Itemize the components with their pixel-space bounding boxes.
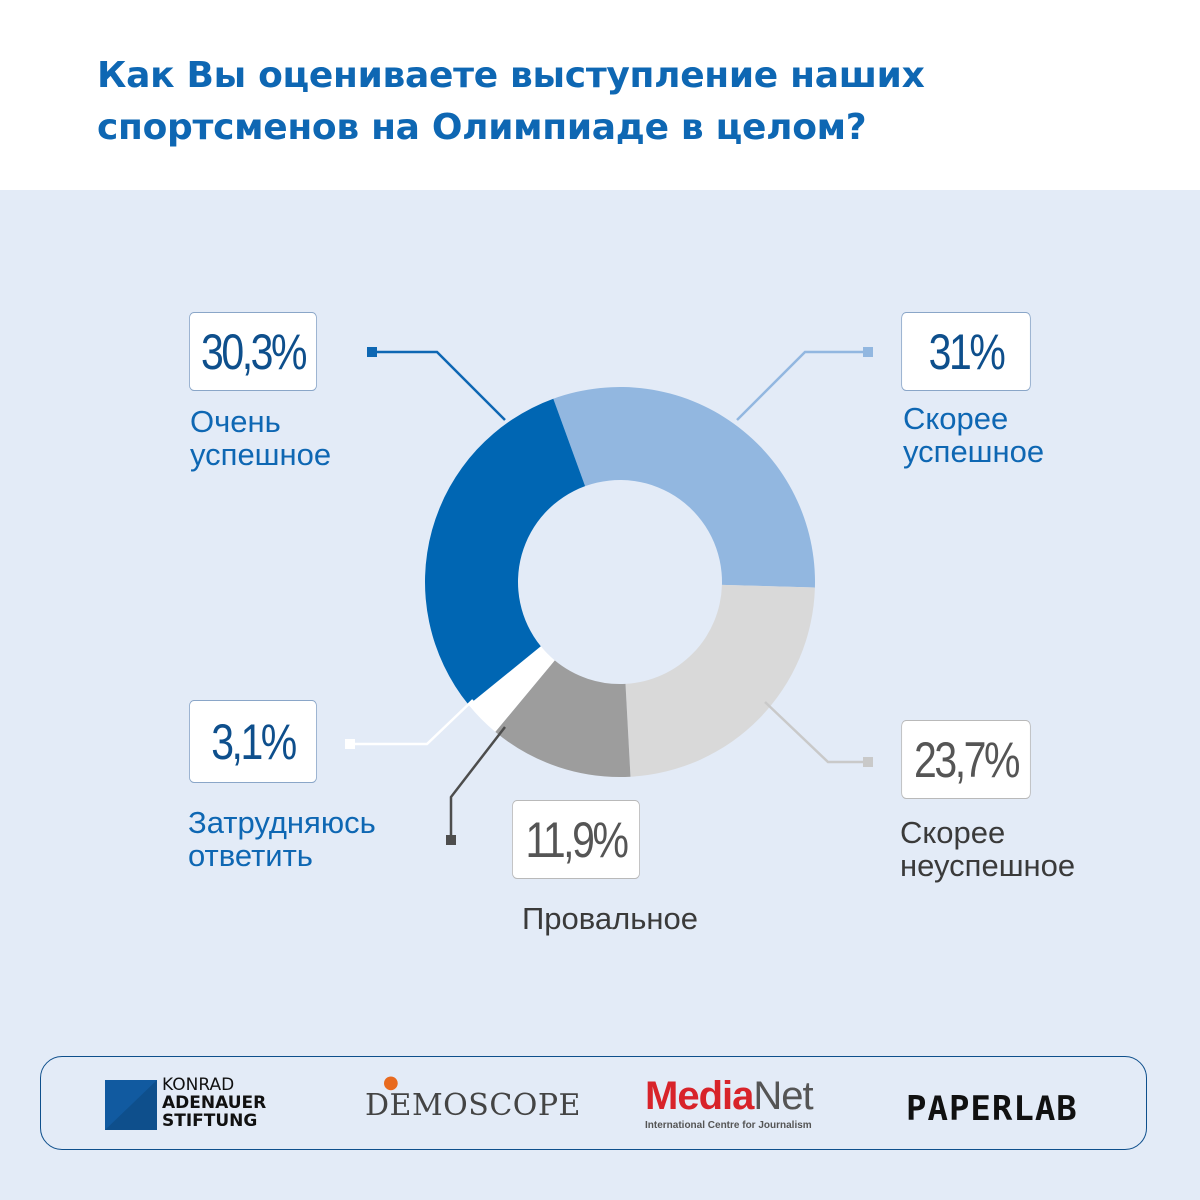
slice-value-failure: 11,9% [512, 800, 640, 879]
slice-label-rather: Скорее успешное [903, 401, 1045, 469]
leader-marker-very [367, 347, 377, 357]
leader-line-failure [449, 726, 506, 840]
medianet-logo: MediaNet [645, 1074, 814, 1118]
leader-line-hard [350, 699, 474, 746]
donut-slice-rather [553, 387, 815, 588]
partners-bar [40, 1056, 1147, 1150]
donut-slice-very [425, 398, 586, 705]
slice-label-failure: Провальное [522, 901, 698, 936]
medianet-subtitle: International Centre for Journalism [645, 1120, 812, 1131]
donut-slice-failure [495, 660, 631, 777]
leader-line-very [372, 350, 506, 421]
page-title: Как Вы оцениваете выступление наших спор… [97, 55, 925, 148]
slice-value-hard: 3,1% [189, 700, 317, 783]
leader-line-rather-not [764, 701, 868, 764]
leader-marker-rather-not [863, 757, 873, 767]
kas-logo: KONRAD ADENAUER STIFTUNG [162, 1075, 267, 1131]
donut-slice-hard [468, 646, 555, 732]
paperlab-logo: PAPERLAB [906, 1089, 1078, 1129]
leader-marker-failure [446, 835, 456, 845]
donut-slice-rather_not [625, 584, 815, 777]
header [0, 0, 1200, 190]
leader-marker-hard [345, 739, 355, 749]
slice-value-very: 30,3% [189, 312, 317, 391]
slice-label-hard: Затрудняюсь ответить [188, 805, 376, 873]
slice-label-very: Очень успешное [190, 404, 332, 472]
slice-label-rather-not: Скорее неуспешное [900, 815, 1076, 883]
leader-marker-rather [863, 347, 873, 357]
demoscope-dot-icon: ● [383, 1072, 400, 1093]
kas-logo-icon [105, 1080, 157, 1130]
slice-value-rather-not: 23,7% [901, 720, 1031, 799]
demoscope-logo: ● DEMOSCOPE [365, 1072, 581, 1123]
slice-value-rather: 31% [901, 312, 1031, 391]
leader-line-rather [736, 350, 868, 421]
